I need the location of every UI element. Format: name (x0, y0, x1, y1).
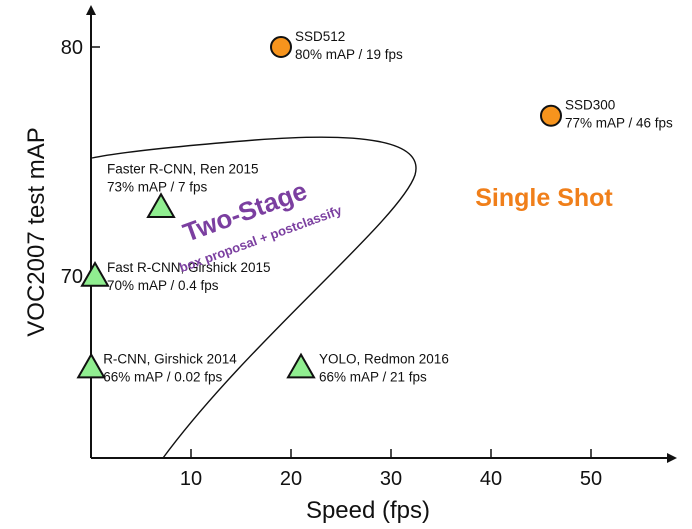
point-detail-r-cnn-girshick-2014: 66% mAP / 0.02 fps (103, 370, 222, 385)
point-detail-yolo-redmon-2016: 66% mAP / 21 fps (319, 370, 427, 385)
point-ssd300 (540, 104, 562, 127)
y-tick-label-80: 80 (61, 37, 83, 59)
point-r-cnn-girshick-2014 (76, 352, 106, 379)
point-yolo-redmon-2016 (286, 352, 316, 379)
point-name-r-cnn-girshick-2014: R-CNN, Girshick 2014 (103, 352, 237, 367)
point-detail-ssd512: 80% mAP / 19 fps (295, 47, 403, 62)
point-detail-ssd300: 77% mAP / 46 fps (565, 116, 673, 131)
x-tick-label-10: 10 (180, 468, 202, 490)
x-tick-label-30: 30 (380, 468, 402, 490)
x-axis-title: Speed (fps) (306, 497, 430, 524)
y-axis-title: VOC2007 test mAP (23, 127, 50, 336)
point-detail-faster-r-cnn-ren-2015: 73% mAP / 7 fps (107, 179, 208, 194)
x-tick-label-50: 50 (580, 468, 602, 490)
point-faster-r-cnn-ren-2015 (146, 192, 176, 219)
two-stage-boundary (91, 136, 417, 459)
x-tick-label-40: 40 (480, 468, 502, 490)
point-fast-r-cnn-girshick-2015 (80, 260, 110, 287)
point-name-ssd512: SSD512 (295, 29, 345, 44)
point-name-fast-r-cnn-girshick-2015: Fast R-CNN, Girshick 2015 (107, 260, 271, 275)
point-name-faster-r-cnn-ren-2015: Faster R-CNN, Ren 2015 (107, 161, 259, 176)
point-detail-fast-r-cnn-girshick-2015: 70% mAP / 0.4 fps (107, 278, 219, 293)
single-shot-label: Single Shot (475, 184, 613, 212)
point-name-ssd300: SSD300 (565, 98, 615, 113)
x-tick-label-20: 20 (280, 468, 302, 490)
point-ssd512 (270, 36, 292, 58)
y-tick-label-70: 70 (61, 266, 83, 288)
point-name-yolo-redmon-2016: YOLO, Redmon 2016 (319, 352, 449, 367)
